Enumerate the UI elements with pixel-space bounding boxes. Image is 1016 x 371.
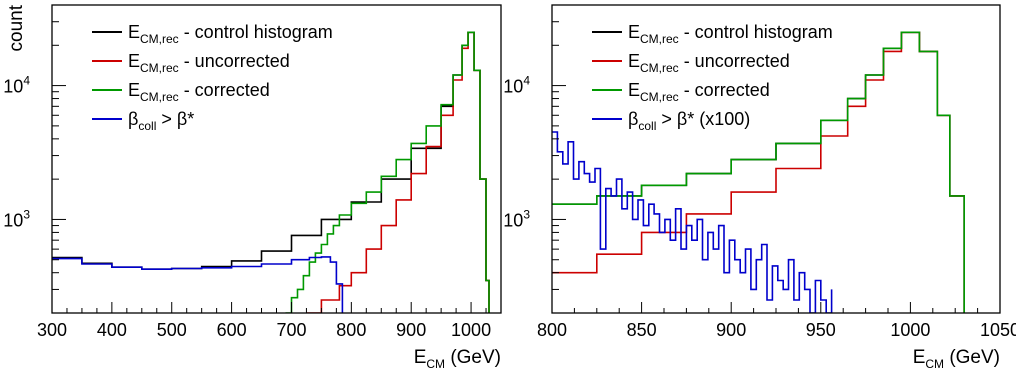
legend-label-uncorrected: ECM,rec - uncorrected (628, 51, 790, 75)
legend-label-control: ECM,rec - control histogram (128, 22, 333, 46)
x-tick-label: 900 (396, 320, 426, 340)
legend-label-control: ECM,rec - control histogram (628, 22, 833, 46)
x-tick-label: 900 (716, 320, 746, 340)
x-tick-label: 800 (537, 320, 567, 340)
x-tick-label: 850 (627, 320, 657, 340)
legend-label-corrected: ECM,rec - corrected (628, 80, 770, 104)
x-tick-label: 300 (37, 320, 67, 340)
chart-panel-left: 300 400 500 600 700 800 900 1000 103 104 ECM (GeV)… (3, 4, 502, 371)
x-tick-label: 700 (276, 320, 306, 340)
y-tick-label: 104 (3, 74, 30, 97)
x-axis-title: ECM (GeV) (414, 347, 501, 371)
y-tick-label: 103 (3, 207, 30, 230)
x-tick-label: 1050 (980, 320, 1016, 340)
series-uncorrected-right (552, 31, 965, 313)
y-tick-label: 104 (503, 74, 530, 97)
x-tick-label: 400 (97, 320, 127, 340)
legend-label-uncorrected: ECM,rec - uncorrected (128, 51, 290, 75)
x-tick-label: 500 (157, 320, 187, 340)
legend: ECM,rec - control histogram ECM,rec - unc… (92, 22, 333, 133)
x-tick-label: 800 (336, 320, 366, 340)
legend-label-corrected: ECM,rec - corrected (128, 80, 270, 104)
series-corrected-left (285, 31, 490, 313)
y-tick-label: 103 (503, 207, 530, 230)
series-control-left (52, 31, 490, 313)
x-tick-label: 600 (217, 320, 247, 340)
legend-label-betacoll: βcoll > β* (x100) (628, 109, 750, 133)
series-control-right (552, 31, 965, 313)
x-tick-label: 1000 (451, 320, 491, 340)
x-tick-label: 950 (806, 320, 836, 340)
series-betacoll-left (52, 256, 344, 313)
x-tick-label: 1000 (890, 320, 930, 340)
series-corrected-right (552, 31, 965, 313)
legend: ECM,rec - control histogram ECM,rec - unc… (592, 22, 833, 133)
series-betacoll-right (552, 131, 833, 313)
y-axis-title: count (6, 4, 27, 51)
legend-label-betacoll: βcoll > β* (128, 109, 194, 133)
chart-panel-right: 800 850 900 950 1000 1050 103 104 ECM (GeV) ECM,r… (503, 4, 1016, 371)
x-axis-title: ECM (GeV) (913, 347, 1000, 371)
